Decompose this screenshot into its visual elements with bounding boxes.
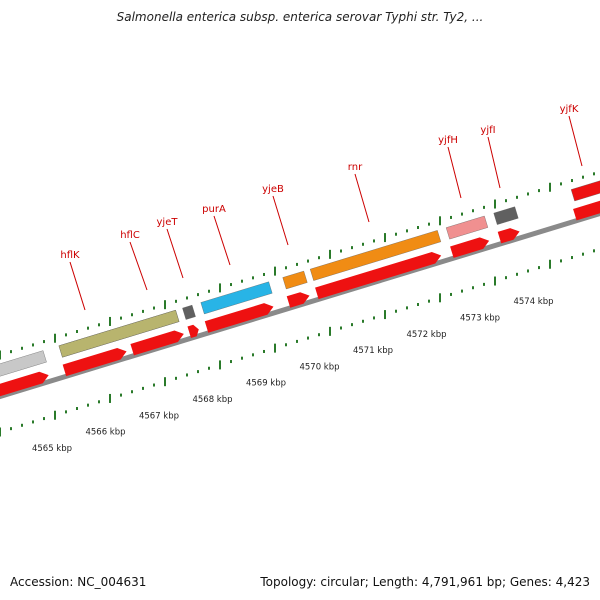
kbp-scale-label: 4570 kbp [299,362,339,372]
cds-arrow[interactable] [62,346,129,377]
lower-tick-track [0,249,595,437]
cds-arrow[interactable] [0,369,50,399]
genome-backbone [0,210,600,400]
gene-box-yjfH[interactable] [445,215,489,240]
kbp-scale-label: 4565 kbp [32,444,72,454]
kbp-scale-label: 4571 kbp [353,346,393,356]
gene-label-purA: purA [202,204,226,215]
cds-arrow[interactable] [450,235,491,258]
gene-label-leader [129,241,148,291]
gene-box-yjeT[interactable] [182,304,196,320]
upper-tick-track [0,172,595,360]
kbp-scale-label: 4566 kbp [85,428,125,438]
gene-label-yjfH: yjfH [438,135,458,146]
kbp-scale-label: 4574 kbp [513,297,553,307]
genome-summary-text: Topology: circular; Length: 4,791,961 bp… [260,575,590,589]
cds-arrow[interactable] [573,198,600,221]
gene-label-hflC: hflC [120,230,140,241]
gene-label-yjfK: yjfK [560,104,579,115]
gene-label-rnr: rnr [348,162,363,173]
gene-label-leader [166,228,184,279]
gene-label-yjeT: yjeT [157,217,179,228]
gene-label-leader [447,146,462,199]
map-title: Salmonella enterica subsp. enterica sero… [116,10,484,24]
gene-label-leader [568,115,583,167]
gene-box-hflC[interactable] [58,309,180,358]
gene-label-leader [213,215,231,266]
cds-arrow-track [0,198,600,399]
gene-box-rnr[interactable] [309,230,442,281]
cds-arrow[interactable] [315,250,443,300]
kbp-scale-label: 4569 kbp [246,379,286,389]
cds-arrow[interactable] [130,328,185,356]
gene-label-leader [487,136,501,189]
kbp-scale-label: 4568 kbp [192,395,232,405]
kbp-scale-label: 4572 kbp [406,330,446,340]
accession-text: Accession: NC_004631 [10,575,147,589]
gene-label-leader [354,173,370,223]
gene-box-yjfK[interactable] [570,177,600,202]
cds-arrow[interactable] [187,324,200,339]
gene-feature-track [0,177,600,379]
gene-label-layer: hflK hflC yjeT purA yjeB rnr yjfH yjfI yjfK [60,104,583,311]
kbp-scale-labels: 4565 kbp 4566 kbp 4567 kbp 4568 kbp 4569 kbp… [32,297,554,454]
gene-label-yjeB: yjeB [262,184,284,195]
gene-box-yjfI[interactable] [493,206,519,225]
cds-arrow[interactable] [497,226,522,244]
kbp-scale-label: 4573 kbp [460,313,500,323]
kbp-scale-label: 4567 kbp [139,411,179,421]
gene-label-hflK: hflK [60,250,80,261]
gene-box-unnamed[interactable] [0,350,47,379]
gene-box-purA[interactable] [200,281,273,315]
gene-label-yjfI: yjfI [480,125,495,136]
cds-arrow[interactable] [286,290,312,308]
cds-arrow[interactable] [204,301,275,333]
gene-label-leader [69,261,86,311]
gene-box-yjeB[interactable] [282,270,308,290]
gene-label-leader [272,195,289,246]
